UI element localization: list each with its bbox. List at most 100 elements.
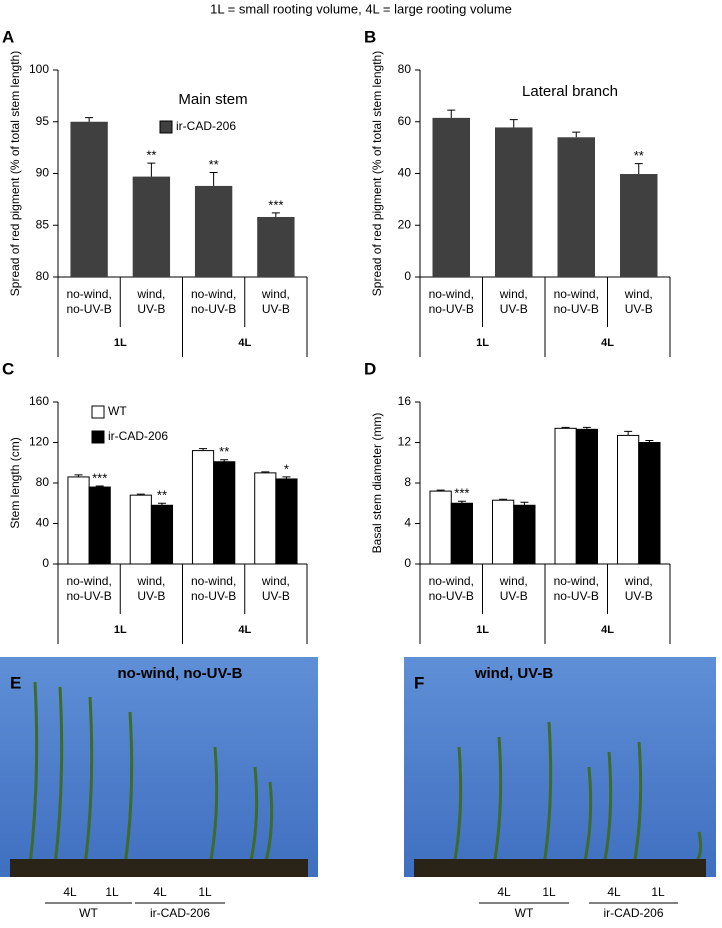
x-tick-label: no-UV-B (554, 589, 599, 603)
x-tick-label: UV-B (625, 589, 653, 603)
group-label: 1L (114, 624, 127, 636)
error-bar (509, 119, 518, 128)
error-bar (447, 109, 456, 118)
error-bar (582, 426, 591, 430)
bar (513, 504, 536, 565)
error-bar (209, 171, 218, 186)
panel-letter: B (364, 27, 376, 46)
y-tick-label: 100 (29, 62, 49, 76)
x-tick-label: no-wind, (191, 574, 236, 588)
y-axis-label: Spread of red pigment (% of total stem l… (8, 51, 22, 296)
x-tick-label: wind, (624, 287, 653, 301)
error-bar (624, 430, 633, 436)
significance-label: ** (209, 157, 219, 172)
x-tick-label: UV-B (262, 589, 290, 603)
group-label: 1L (476, 624, 489, 636)
x-tick-label: wind, (499, 574, 528, 588)
y-tick-label: 12 (398, 435, 412, 449)
y-tick-label: 40 (398, 166, 412, 180)
y-tick-label: 160 (29, 394, 49, 408)
x-tick-label: UV-B (262, 302, 290, 316)
bar (70, 121, 108, 277)
error-bar (95, 485, 104, 488)
y-tick-label: 90 (36, 166, 50, 180)
bar (554, 427, 577, 565)
x-tick-label: no-wind, (66, 574, 111, 588)
x-tick-label: no-UV-B (191, 589, 236, 603)
error-bar (645, 439, 654, 443)
panel-letter: F (414, 673, 424, 692)
bar (429, 490, 452, 565)
error-bar (457, 500, 466, 504)
panel-letter: A (2, 27, 14, 46)
error-bar (282, 476, 291, 479)
pot-label: 1L (105, 885, 119, 899)
panel-letter: E (10, 673, 21, 692)
group-label: 4L (238, 337, 251, 349)
y-tick-label: 120 (29, 435, 49, 449)
plant-stem (632, 741, 643, 866)
x-tick-label: no-wind, (554, 574, 599, 588)
legend-swatch (91, 430, 105, 444)
plant-stem (53, 686, 64, 866)
bar (194, 185, 233, 277)
bar (495, 127, 533, 277)
x-tick-label: UV-B (137, 589, 165, 603)
error-bar (520, 501, 529, 506)
photo-label: wind, UV-B (474, 665, 554, 682)
bar (575, 428, 598, 565)
x-tick-label: no-wind, (429, 574, 474, 588)
error-bar (572, 131, 581, 138)
group-label: 4L (601, 337, 614, 349)
y-tick-label: 0 (404, 556, 411, 570)
x-tick-label: UV-B (625, 302, 653, 316)
x-tick-label: wind, (624, 574, 653, 588)
bar (129, 494, 152, 565)
bar (620, 174, 658, 277)
panel-letter: C (2, 359, 14, 378)
plant-stem (123, 711, 134, 866)
y-tick-label: 20 (398, 217, 412, 231)
legend-label: ir-CAD-206 (176, 119, 236, 133)
x-tick-label: wind, (261, 574, 290, 588)
x-tick-label: no-wind, (554, 287, 599, 301)
error-bar (561, 426, 570, 429)
x-tick-label: wind, (136, 574, 165, 588)
bar (132, 176, 171, 277)
significance-label: ** (146, 148, 156, 163)
photo-label: no-wind, no-UV-B (118, 665, 243, 682)
group-label: ir-CAD-206 (603, 906, 663, 920)
y-tick-label: 4 (404, 516, 411, 530)
figure-header: 1L = small rooting volume, 4L = large ro… (210, 1, 512, 16)
chart-title: Lateral branch (522, 83, 618, 100)
pots (10, 859, 308, 877)
significance-label: *** (454, 486, 469, 501)
group-label: WT (515, 906, 534, 920)
bar (450, 502, 473, 565)
bar (191, 450, 215, 565)
pot-label: 4L (607, 885, 621, 899)
x-tick-label: no-UV-B (429, 302, 474, 316)
legend-label: ir-CAD-206 (108, 429, 168, 443)
y-tick-label: 85 (36, 217, 50, 231)
significance-label: *** (268, 197, 283, 212)
plant-stem (83, 696, 94, 866)
y-tick-label: 95 (36, 114, 50, 128)
pot-label: 4L (497, 885, 511, 899)
significance-label: ** (219, 444, 229, 459)
significance-label: *** (92, 470, 107, 485)
significance-label: ** (634, 148, 644, 163)
panel-letter: D (364, 359, 376, 378)
legend-swatch (91, 405, 105, 419)
x-tick-label: UV-B (137, 302, 165, 316)
error-bar (634, 163, 643, 175)
photo-background (0, 657, 318, 877)
plant-stem (263, 781, 274, 866)
bar (88, 486, 111, 565)
x-tick-label: no-UV-B (429, 589, 474, 603)
x-tick-label: no-wind, (191, 287, 236, 301)
bar (617, 434, 640, 565)
bar (492, 499, 515, 565)
error-bar (136, 493, 145, 496)
bar (213, 461, 236, 565)
